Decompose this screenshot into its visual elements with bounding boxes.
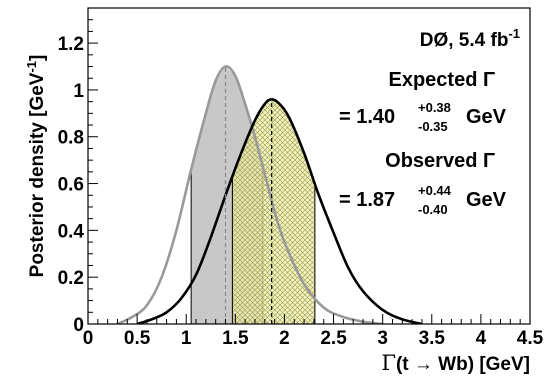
y-tick-label: 0.6: [58, 175, 84, 196]
y-tick-label: 1: [73, 81, 84, 102]
x-tick-label: 1: [181, 328, 192, 349]
y-axis-title-close: ]: [27, 55, 48, 61]
observed-value: = 1.87: [339, 189, 395, 211]
x-tick-label: 3: [377, 328, 388, 349]
expected-up-error: +0.38: [418, 100, 451, 115]
y-axis-title: Posterior density [GeV-1]: [24, 55, 48, 278]
observed-up-error: +0.44: [418, 183, 452, 198]
experiment-text: DØ, 5.4 fb: [420, 30, 509, 51]
expected-label: Expected Γ: [388, 69, 495, 91]
x-axis-title-gamma: Γ: [381, 351, 396, 375]
observed-unit: GeV: [466, 189, 507, 211]
observed-label: Observed Γ: [385, 150, 495, 172]
y-tick-label: 0.8: [58, 128, 84, 149]
x-tick-label: 2.5: [320, 328, 347, 349]
y-tick-label: 0: [73, 315, 84, 336]
x-tick-label: 2: [279, 328, 290, 349]
expected-posterior-curve: [116, 65, 383, 324]
y-tick-label: 0.2: [58, 268, 84, 289]
experiment-label: DØ, 5.4 fb-1: [420, 26, 520, 51]
x-tick-label: 4.5: [517, 328, 544, 349]
expected-unit: GeV: [466, 106, 507, 128]
y-axis-title-sup: -1: [24, 61, 39, 73]
y-axis-title-main: Posterior density [GeV: [27, 72, 48, 277]
experiment-sup: -1: [508, 26, 520, 41]
y-tick-label: 0.4: [58, 221, 85, 242]
observed-down-error: -0.40: [418, 202, 448, 217]
plot-frame: [87, 7, 531, 325]
expected-value: = 1.40: [339, 106, 395, 128]
x-tick-label: 4: [476, 328, 487, 349]
x-axis-title: Γ(t → Wb) [GeV]: [381, 351, 530, 375]
x-tick-label: 3.5: [419, 328, 446, 349]
x-tick-label: 1.5: [222, 328, 249, 349]
x-axis-title-rest: (t → Wb) [GeV]: [396, 354, 530, 375]
expected-down-error: -0.35: [418, 119, 448, 134]
y-tick-label: 1.2: [58, 34, 84, 55]
x-tick-label: 0: [83, 328, 94, 349]
x-tick-label: 0.5: [124, 328, 151, 349]
